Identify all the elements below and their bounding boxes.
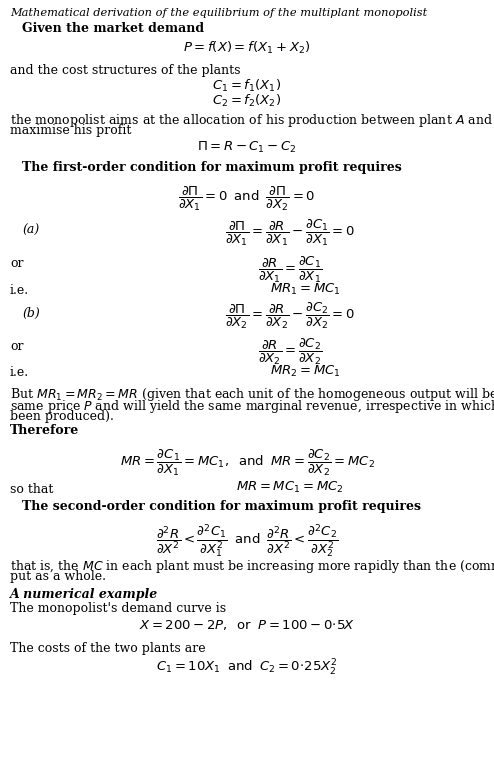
- Text: Given the market demand: Given the market demand: [22, 22, 204, 35]
- Text: or: or: [10, 257, 24, 270]
- Text: $P = f(X) = f(X_1 + X_2)$: $P = f(X) = f(X_1 + X_2)$: [183, 40, 311, 56]
- Text: same price $P$ and will yield the same marginal revenue, irrespective in which p: same price $P$ and will yield the same m…: [10, 398, 494, 415]
- Text: $\Pi = R - C_1 - C_2$: $\Pi = R - C_1 - C_2$: [197, 140, 297, 155]
- Text: the monopolist aims at the allocation of his production between plant $A$ and pl: the monopolist aims at the allocation of…: [10, 112, 494, 129]
- Text: $C_2 = f_2(X_2)$: $C_2 = f_2(X_2)$: [212, 93, 282, 109]
- Text: $\dfrac{\partial^2 R}{\partial X^2} < \dfrac{\partial^2 C_1}{\partial X_1^2}\;\;: $\dfrac{\partial^2 R}{\partial X^2} < \d…: [156, 522, 338, 559]
- Text: Mathematical derivation of the equilibrium of the multiplant monopolist: Mathematical derivation of the equilibri…: [10, 8, 427, 18]
- Text: $\dfrac{\partial R}{\partial X_2} = \dfrac{\partial C_2}{\partial X_2}$: $\dfrac{\partial R}{\partial X_2} = \dfr…: [258, 337, 322, 367]
- Text: A numerical example: A numerical example: [10, 588, 158, 601]
- Text: $\dfrac{\partial\Pi}{\partial X_2} = \dfrac{\partial R}{\partial X_2} - \dfrac{\: $\dfrac{\partial\Pi}{\partial X_2} = \df…: [225, 301, 355, 331]
- Text: $\dfrac{\partial\Pi}{\partial X_1} = 0\;\;\text{and}\;\;\dfrac{\partial\Pi}{\par: $\dfrac{\partial\Pi}{\partial X_1} = 0\;…: [178, 185, 316, 213]
- Text: (b): (b): [22, 307, 40, 320]
- Text: But $MR_1 = MR_2 = MR$ (given that each unit of the homogeneous output will be s: But $MR_1 = MR_2 = MR$ (given that each …: [10, 386, 494, 403]
- Text: that is, the $MC$ in each plant must be increasing more rapidly than the (common: that is, the $MC$ in each plant must be …: [10, 558, 494, 575]
- Text: The costs of the two plants are: The costs of the two plants are: [10, 642, 206, 655]
- Text: $MR_2 = MC_1$: $MR_2 = MC_1$: [270, 364, 341, 379]
- Text: $MR_1 = MC_1$: $MR_1 = MC_1$: [270, 282, 341, 297]
- Text: $C_1 = 10X_1 \;\;\text{and}\;\; C_2 = 0{\cdot}25X_2^2$: $C_1 = 10X_1 \;\;\text{and}\;\; C_2 = 0{…: [156, 658, 338, 678]
- Text: $\dfrac{\partial R}{\partial X_1} = \dfrac{\partial C_1}{\partial X_1}$: $\dfrac{\partial R}{\partial X_1} = \dfr…: [258, 255, 322, 285]
- Text: The first-order condition for maximum profit requires: The first-order condition for maximum pr…: [22, 161, 402, 174]
- Text: maximise his profit: maximise his profit: [10, 124, 131, 137]
- Text: The second-order condition for maximum profit requires: The second-order condition for maximum p…: [22, 500, 421, 513]
- Text: $MR = \dfrac{\partial C_1}{\partial X_1} = MC_1, \;\;\text{and}\;\; MR = \dfrac{: $MR = \dfrac{\partial C_1}{\partial X_1}…: [120, 448, 374, 478]
- Text: i.e.: i.e.: [10, 366, 29, 379]
- Text: or: or: [10, 340, 24, 353]
- Text: (a): (a): [22, 224, 39, 237]
- Text: so that: so that: [10, 483, 53, 496]
- Text: and the cost structures of the plants: and the cost structures of the plants: [10, 64, 241, 77]
- Text: $X = 200 - 2P, \;\;\text{or}\;\; P = 100 - 0{\cdot}5X$: $X = 200 - 2P, \;\;\text{or}\;\; P = 100…: [139, 618, 355, 632]
- Text: Therefore: Therefore: [10, 424, 79, 437]
- Text: $\dfrac{\partial\Pi}{\partial X_1} = \dfrac{\partial R}{\partial X_1} - \dfrac{\: $\dfrac{\partial\Pi}{\partial X_1} = \df…: [225, 218, 355, 248]
- Text: i.e.: i.e.: [10, 284, 29, 297]
- Text: The monopolist's demand curve is: The monopolist's demand curve is: [10, 602, 226, 615]
- Text: $C_1 = f_1(X_1)$: $C_1 = f_1(X_1)$: [212, 78, 282, 94]
- Text: put as a whole.: put as a whole.: [10, 570, 106, 583]
- Text: been produced).: been produced).: [10, 410, 114, 423]
- Text: $MR = MC_1 = MC_2$: $MR = MC_1 = MC_2$: [236, 480, 344, 495]
